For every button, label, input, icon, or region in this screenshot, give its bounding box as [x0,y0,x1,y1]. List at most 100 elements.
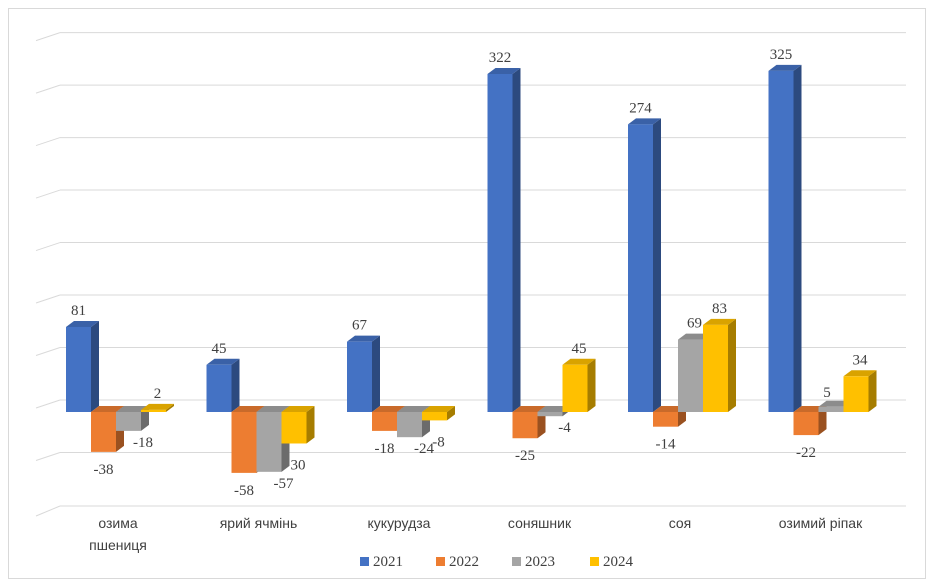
data-label-2022-5: -22 [796,445,816,461]
legend-swatch-2024 [590,557,599,566]
bar-side-2021-5 [793,64,802,413]
data-label-2022-2: -18 [375,441,395,457]
data-label-2023-2: -24 [414,441,434,457]
bar-side-2023-0 [141,406,149,431]
bar-2023-2 [397,412,422,438]
legend-swatch-2022 [436,557,445,566]
gridline-side-1 [35,399,61,409]
data-label-2024-4: 83 [712,301,727,317]
bar-side-2021-2 [372,335,380,412]
bar-side-2024-4 [728,318,736,412]
data-label-2023-1: -57 [274,476,294,492]
bar-2023-0 [116,412,141,431]
label-fade [160,544,270,553]
data-label-2024-2: -8 [432,434,445,450]
category-label-4: соя [669,515,692,531]
bar-top-2024-2 [422,406,455,412]
bar-side-2024-1 [306,406,315,444]
bar-2024-2 [422,412,447,421]
gridline-side-3 [35,294,61,304]
legend-swatch-2021 [360,557,369,566]
bar-top-2023-1 [256,406,290,412]
bar-2022-5 [793,412,819,436]
data-label-2022-1: -58 [234,483,254,499]
legend-label-2023: 2023 [525,554,555,570]
category-label-1: ярий ячмінь [220,515,298,531]
data-label-2022-0: -38 [94,462,114,478]
bar-top-2024-5 [843,370,877,377]
bar-top-2022-0 [91,406,124,412]
bar-top-2021-1 [206,358,240,365]
bar-side-2024-0 [166,403,174,412]
data-label-2023-5: 5 [823,385,831,401]
bar-2023-1 [256,412,282,472]
bar-2022-2 [372,412,397,431]
data-label-2023-0: -18 [133,435,153,451]
bar-2022-1 [231,412,257,473]
category-label-0: озима пшениця [89,515,147,553]
bar-top-2024-0 [141,403,174,410]
category-label-3: соняшник [508,515,572,531]
bar-2024-0 [141,409,166,412]
bar-side-2024-5 [868,370,877,412]
bar-2021-0 [66,326,91,412]
bar-2022-0 [91,412,116,452]
bar-top-2024-1 [281,406,315,412]
bar-top-2023-2 [397,406,430,412]
gridline-side-8 [35,32,61,42]
category-label-2: кукурудза [368,515,431,531]
data-label-2024-1: 30 [291,457,306,473]
data-label-2024-5: 34 [853,352,869,368]
bar-2024-3 [562,364,588,412]
bar-top-2021-3 [487,68,521,74]
data-label-2024-3: 45 [572,341,587,357]
bar-2023-3 [537,412,563,417]
category-label-5: озимий ріпак [779,515,863,531]
bar-top-2024-3 [562,358,596,365]
bar-top-2022-3 [512,406,546,412]
bar-top-2021-0 [66,320,99,327]
data-label-2021-4: 274 [629,100,652,116]
data-label-2024-0: 2 [154,386,162,402]
legend-label-2021: 2021 [373,554,403,570]
bar-2021-4 [628,124,653,412]
gridline-side-2 [35,347,61,356]
bar-top-2023-0 [116,406,149,412]
bar-side-2024-2 [447,406,455,421]
bar-side-2021-4 [653,118,661,412]
data-label-2021-3: 322 [489,50,512,66]
bar-side-2021-3 [512,68,521,412]
data-label-2021-2: 67 [352,318,368,334]
data-label-2022-3: -25 [515,448,535,464]
bar-side-2021-0 [91,320,99,412]
bar-top-2022-5 [793,406,827,412]
bar-2024-4 [703,324,728,412]
bar-top-2023-3 [537,406,571,412]
gridline-side-5 [35,189,61,199]
gridline-side-6 [35,137,61,147]
data-label-2021-1: 45 [212,341,227,357]
bar-top-2022-1 [231,406,265,412]
legend-swatch-2023 [512,557,521,566]
data-label-2023-4: 69 [687,316,702,332]
bar-2022-4 [653,412,678,427]
bar-top-2021-5 [768,64,802,71]
data-label-2022-4: -14 [656,437,676,453]
bar-2024-5 [843,376,869,412]
bar-2021-2 [347,341,372,412]
data-label-2021-5: 325 [770,47,793,63]
bar-top-2021-2 [347,335,380,342]
bar-2021-3 [487,74,513,412]
bar-top-2024-4 [703,318,736,325]
gridline-side-0 [35,452,61,461]
gridline-side-7 [35,84,61,94]
bar-2023-5 [818,406,844,412]
bar-side-2024-3 [587,358,596,412]
bar-top-2022-2 [372,406,405,412]
bar-side-2022-5 [818,406,827,436]
bar-side-2021-1 [231,358,240,412]
bar-2021-5 [768,70,794,413]
bar-2024-1 [281,412,307,444]
gridline-side-4 [35,242,61,252]
